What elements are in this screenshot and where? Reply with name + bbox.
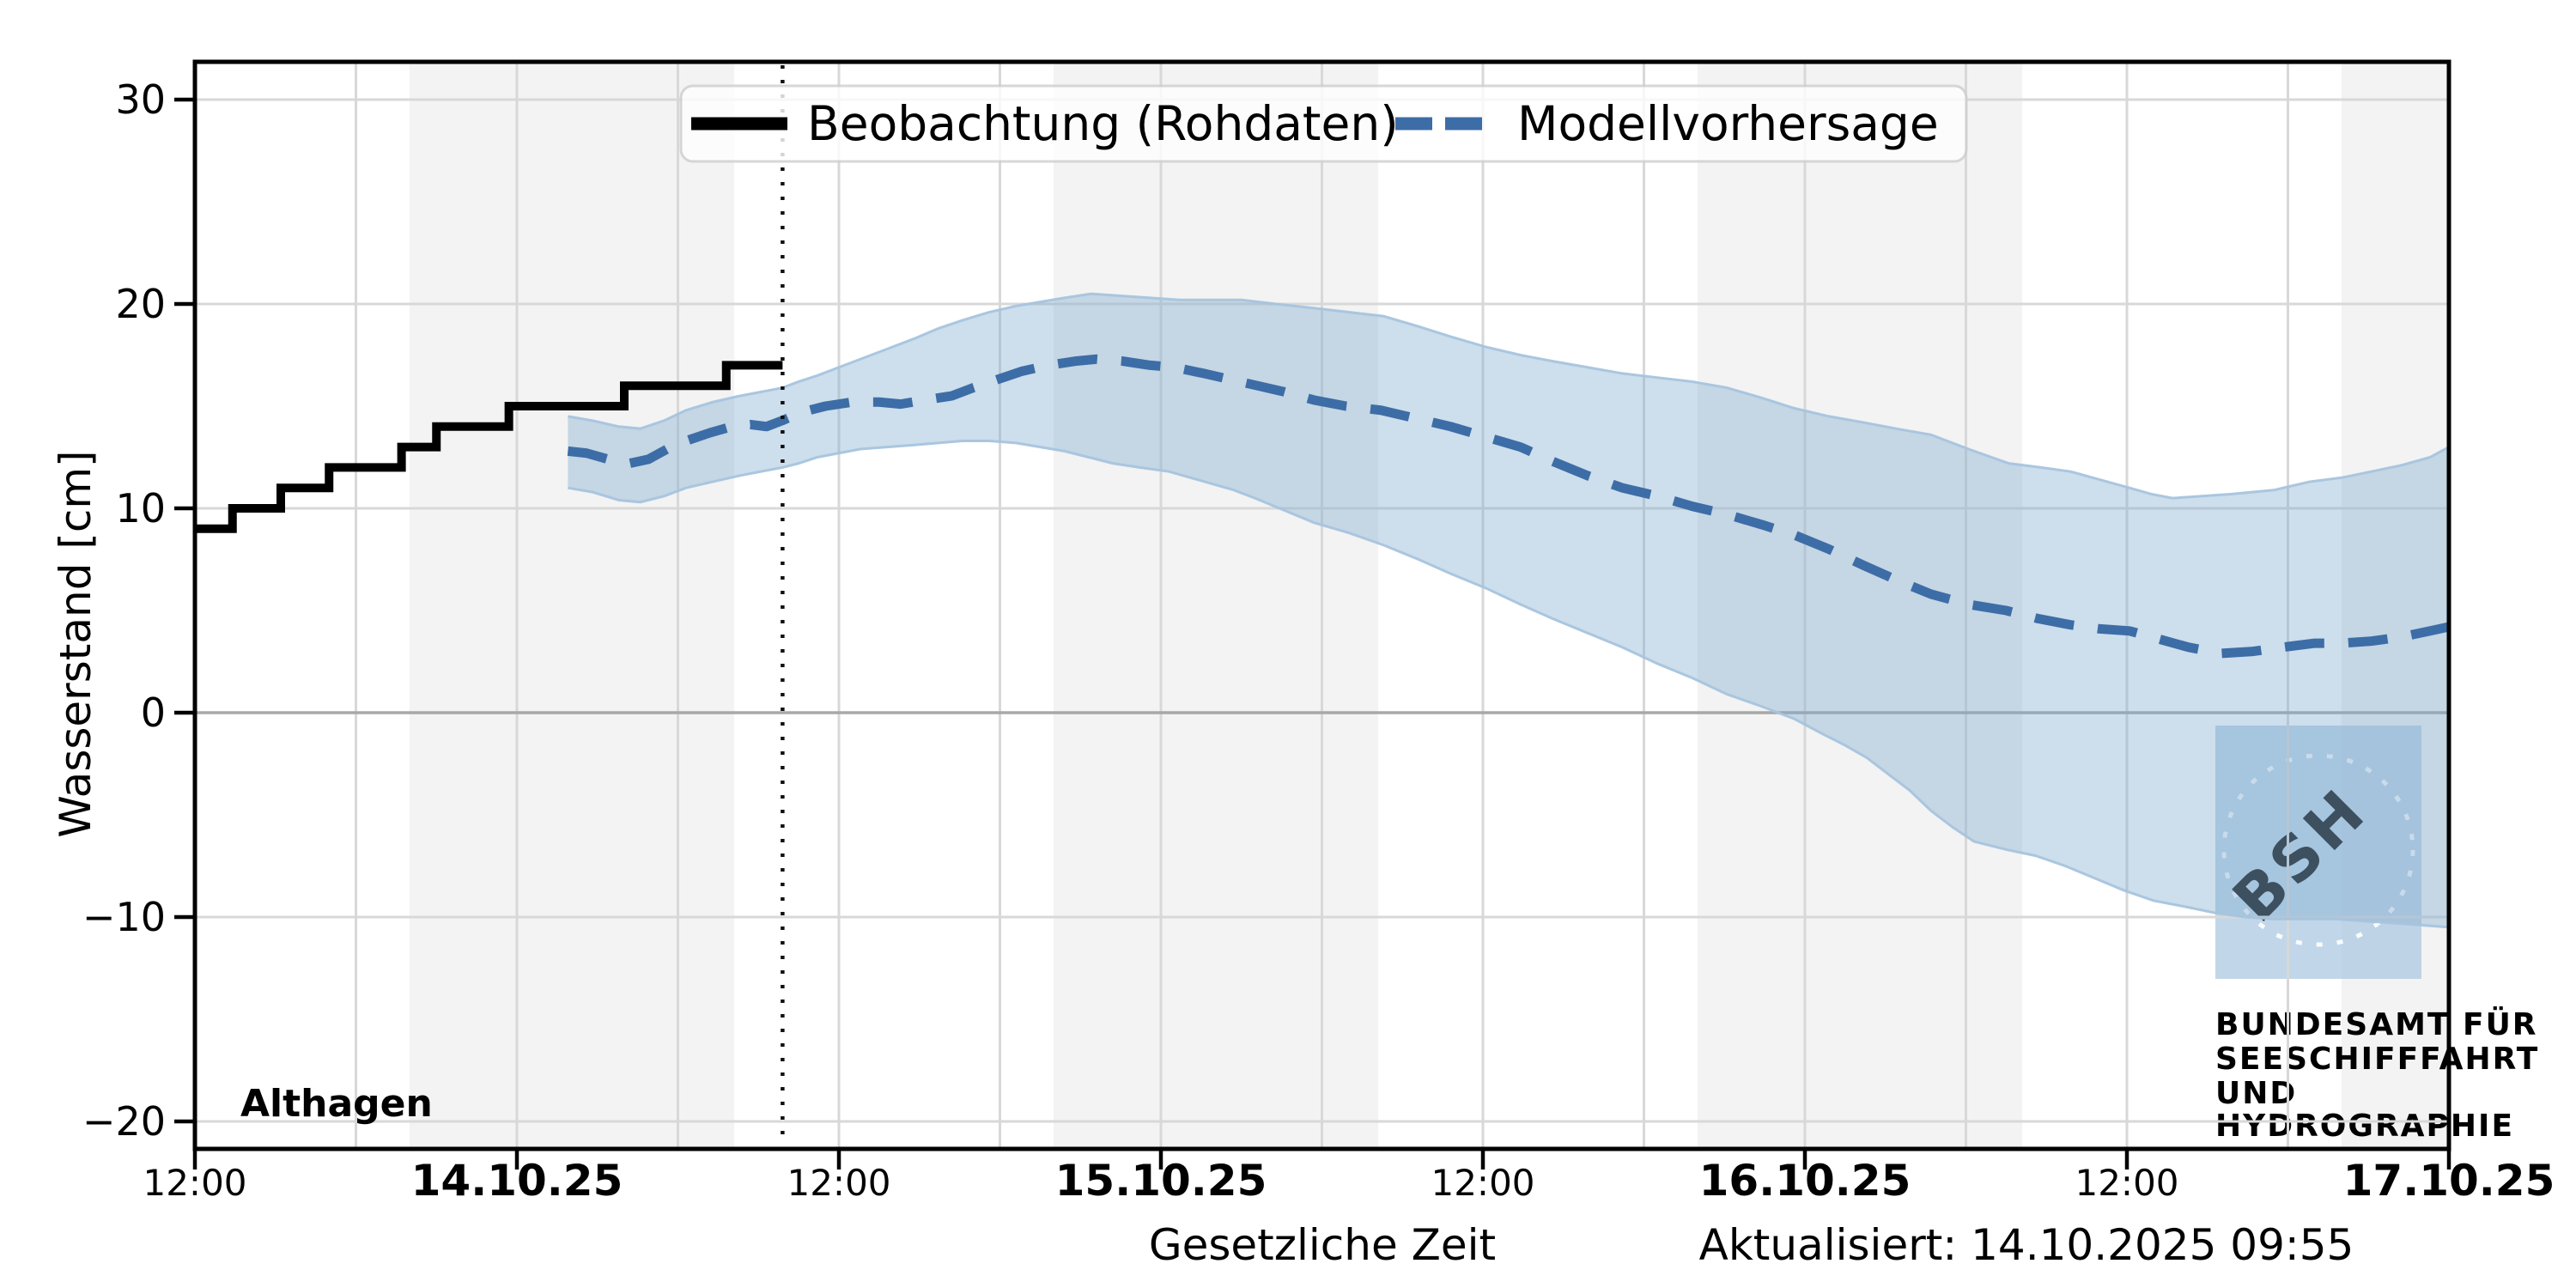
axes-layer: 12:00 14.10.25 12:00 15.10.25 12:00 16.10.25 1… bbox=[82, 59, 2555, 1206]
x-tick-label: 12:00 bbox=[2075, 1162, 2178, 1204]
logo-line-4: HYDROGRAPHIE bbox=[2215, 1109, 2514, 1144]
y-tick-label: 30 bbox=[115, 76, 166, 123]
x-tick-label: 14.10.25 bbox=[411, 1156, 623, 1206]
x-tick-label: 17.10.25 bbox=[2343, 1156, 2555, 1206]
legend-observation-label: Beobachtung (Rohdaten) bbox=[807, 96, 1399, 151]
x-tick-label: 12:00 bbox=[143, 1162, 246, 1204]
observation-line bbox=[195, 361, 783, 533]
legend-forecast-label: Modellvorhersage bbox=[1517, 96, 1939, 151]
x-tick-label: 15.10.25 bbox=[1055, 1156, 1267, 1206]
logo-line-2: SEESCHIFFFAHRT bbox=[2215, 1042, 2539, 1077]
updated-timestamp: Aktualisiert: 14.10.2025 09:55 bbox=[1699, 1220, 2354, 1270]
band-lower-edge bbox=[568, 439, 2450, 929]
y-tick-label: −10 bbox=[82, 894, 166, 940]
night-shading-layer bbox=[410, 62, 2449, 1149]
y-axis-title: Wasserstand [cm] bbox=[51, 450, 100, 837]
y-tick-label: −20 bbox=[82, 1098, 166, 1145]
y-tick-label: 0 bbox=[141, 690, 166, 736]
chart-text-labels: Beobachtung (Rohdaten) Modellvorhersage … bbox=[51, 96, 2354, 1270]
legend-frame bbox=[679, 84, 1968, 163]
bsh-logo-square bbox=[2215, 726, 2421, 979]
x-tick-label: 12:00 bbox=[1431, 1162, 1534, 1204]
y-tick-label: 10 bbox=[115, 485, 166, 532]
band-upper-edge bbox=[568, 292, 2450, 500]
station-name-label: Althagen bbox=[240, 1082, 433, 1126]
night-band bbox=[1698, 62, 2023, 1149]
bsh-logo-watermark bbox=[2215, 726, 2421, 979]
x-axis-title: Gesetzliche Zeit bbox=[1149, 1220, 1496, 1270]
logo-line-1: BUNDESAMT FÜR bbox=[2215, 1006, 2538, 1042]
night-band bbox=[1054, 62, 1379, 1149]
plot-border bbox=[192, 59, 2451, 1151]
bsh-logo-dotted-circle bbox=[2221, 753, 2415, 947]
x-tick-label: 12:00 bbox=[787, 1162, 890, 1204]
night-band bbox=[410, 62, 735, 1149]
forecast-uncertainty-band bbox=[568, 294, 2449, 927]
forecast-line bbox=[567, 354, 2451, 659]
data-series-layer bbox=[195, 65, 2451, 1145]
x-tick-label: 16.10.25 bbox=[1699, 1156, 1911, 1206]
legend-box bbox=[679, 84, 1968, 163]
logo-line-3: UND bbox=[2215, 1076, 2297, 1111]
y-tick-label: 20 bbox=[115, 281, 166, 327]
